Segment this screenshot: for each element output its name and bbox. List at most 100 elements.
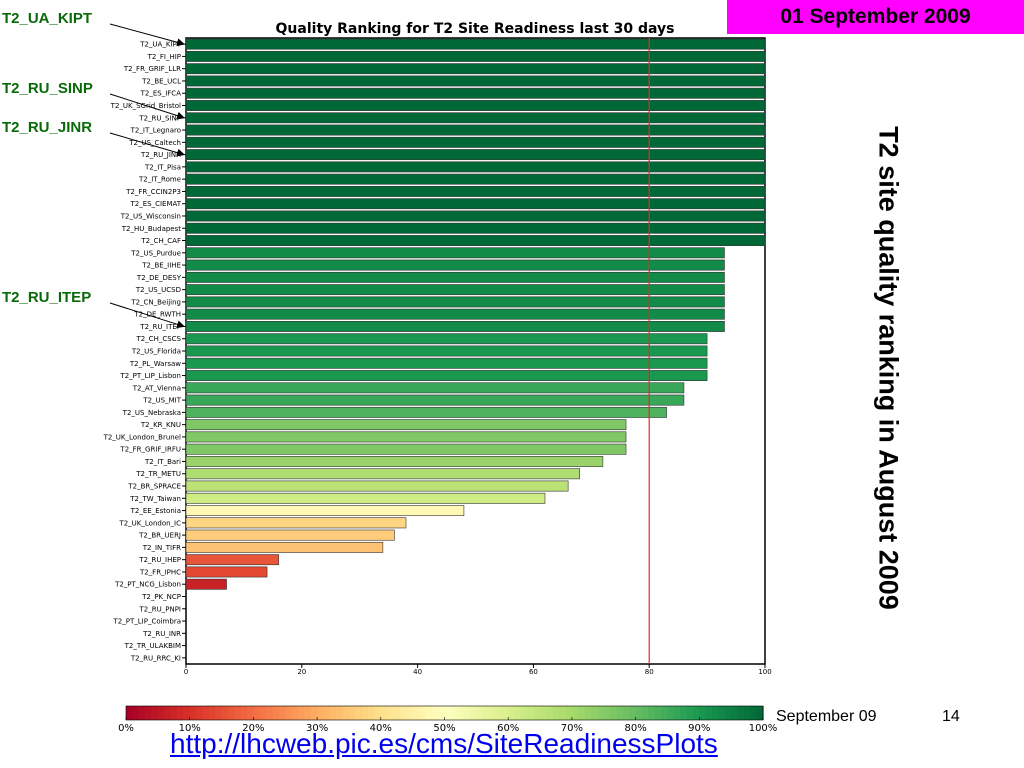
- colorbar-label: 80%: [624, 723, 646, 734]
- colorbar-segment: [629, 706, 637, 720]
- ytick-label: T2_US_Florida: [131, 348, 181, 356]
- ytick-label: T2_RU_PNPI: [139, 605, 181, 613]
- bar-T2_ES_IFCA: [185, 87, 766, 99]
- ytick-label: T2_US_Wisconsin: [120, 212, 181, 220]
- colorbar-segment: [157, 706, 165, 720]
- ytick-label: T2_CH_CAF: [140, 237, 181, 245]
- chart-title: Quality Ranking for T2 Site Readiness la…: [276, 21, 675, 37]
- ytick-label: T2_ES_IFCA: [140, 90, 182, 98]
- ytick-label: T2_KR_KNU: [140, 421, 181, 429]
- colorbar-segment: [336, 706, 344, 720]
- colorbar-segment: [578, 706, 586, 720]
- ytick-label: T2_FI_HIP: [147, 53, 181, 61]
- colorbar-segment: [310, 706, 318, 720]
- colorbar-segment: [540, 706, 548, 720]
- colorbar-segment: [463, 706, 471, 720]
- colorbar-segment: [603, 706, 611, 720]
- colorbar-label: 60%: [497, 723, 519, 734]
- colorbar-segment: [750, 706, 758, 720]
- colorbar-segment: [508, 706, 516, 720]
- bar-T2_RU_JINR: [185, 149, 766, 161]
- ytick-label: T2_TW_Taiwan: [129, 495, 181, 503]
- colorbar-segment: [164, 706, 172, 720]
- bar-T2_DE_RWTH: [185, 308, 725, 320]
- colorbar-label: 0%: [118, 723, 134, 734]
- colorbar: 0% 10% 20% 30% 40% 50% 60% 70% 80% 90% 100%: [118, 705, 777, 734]
- ytick-label: T2_RU_RRC_KI: [130, 654, 181, 662]
- colorbar-segment: [380, 706, 388, 720]
- bar-T2_IN_TIFR: [185, 541, 384, 553]
- bar-T2_US_Purdue: [185, 247, 725, 259]
- colorbar-segment: [584, 706, 592, 720]
- bar-T2_AT_Vienna: [185, 382, 685, 394]
- colorbar-segment: [431, 706, 439, 720]
- ytick-label: T2_PT_LIP_Coimbra: [113, 618, 181, 626]
- colorbar-segment: [138, 706, 146, 720]
- colorbar-segment: [692, 706, 700, 720]
- xtick-label: 80: [645, 668, 654, 676]
- ytick-label: T2_IT_Rome: [138, 176, 181, 184]
- colorbar-segment: [527, 706, 535, 720]
- colorbar-segment: [546, 706, 554, 720]
- ytick-label: T2_IT_Pisa: [144, 163, 181, 171]
- colorbar-segment: [126, 706, 133, 720]
- ytick-label: T2_RU_ITEP: [139, 323, 181, 331]
- ytick-label: T2_AT_Vienna: [132, 384, 181, 392]
- colorbar-label: 90%: [688, 723, 710, 734]
- ytick-label: T2_DE_DESY: [136, 274, 182, 282]
- bar-T2_DE_DESY: [185, 271, 725, 283]
- colorbar-segment: [285, 706, 293, 720]
- colorbar-segment: [329, 706, 337, 720]
- colorbar-segment: [221, 706, 229, 720]
- colorbar-label: 40%: [370, 723, 392, 734]
- ytick-label: T2_PT_NCG_Lisbon: [114, 581, 181, 589]
- bar-T2_PL_Warsaw: [185, 357, 708, 369]
- bar-T2_RU_SINP: [185, 112, 766, 124]
- colorbar-segment: [234, 706, 242, 720]
- colorbar-segment: [654, 706, 662, 720]
- bar-T2_IT_Bari: [185, 456, 604, 467]
- colorbar-segment: [731, 706, 739, 720]
- bar-T2_BR_UERJ: [185, 529, 395, 541]
- colorbar-segment: [489, 706, 497, 720]
- bar-T2_HU_Budapest: [185, 222, 766, 234]
- highlight-arrow: [109, 132, 185, 157]
- colorbar-segment: [399, 706, 407, 720]
- colorbar-segment: [189, 706, 197, 720]
- colorbar-segment: [215, 706, 223, 720]
- colorbar-segment: [278, 706, 286, 720]
- bar-T2_BR_SPRACE: [185, 480, 569, 492]
- colorbar-segment: [686, 706, 694, 720]
- colorbar-segment: [482, 706, 490, 720]
- colorbar-segment: [724, 706, 732, 720]
- bar-T2_CH_CSCS: [185, 333, 708, 345]
- ytick-label: T2_BR_UERJ: [138, 532, 181, 540]
- colorbar-segment: [743, 706, 751, 720]
- colorbar-segment: [208, 706, 216, 720]
- ytick-label: T2_FR_IPHC: [139, 568, 181, 576]
- colorbar-segment: [597, 706, 605, 720]
- highlight-label: T2_UA_KIPT: [0, 10, 95, 28]
- bar-T2_PT_NCG_Lisbon: [185, 578, 227, 590]
- colorbar-segment: [559, 706, 567, 720]
- colorbar-segment: [196, 706, 204, 720]
- ytick-label: T2_US_Caltech: [128, 139, 181, 147]
- colorbar-segment: [673, 706, 681, 720]
- colorbar-segment: [227, 706, 235, 720]
- ytick-label: T2_FR_CCIN2P3: [125, 188, 181, 196]
- ytick-label: T2_RU_JINR: [140, 151, 181, 159]
- ytick-label: T2_US_UCSD: [135, 286, 181, 294]
- colorbar-segment: [610, 706, 618, 720]
- colorbar-segment: [501, 706, 509, 720]
- bar-T2_BE_IIHE: [185, 259, 725, 271]
- colorbar-segment: [272, 706, 280, 720]
- bar-T2_IT_Rome: [185, 173, 766, 185]
- bar-T2_US_MIT: [185, 394, 685, 406]
- ytick-label: T2_CN_Beijing: [130, 298, 181, 306]
- bar-T2_IT_Legnaro: [185, 124, 766, 136]
- source-link[interactable]: http://lhcweb.pic.es/cms/SiteReadinessPl…: [170, 728, 718, 759]
- highlight-arrow: [109, 23, 185, 47]
- ytick-label: T2_UA_KIPT: [139, 41, 182, 49]
- ytick-label: T2_UK_London_IC: [118, 519, 181, 527]
- bar-T2_US_Florida: [185, 345, 708, 357]
